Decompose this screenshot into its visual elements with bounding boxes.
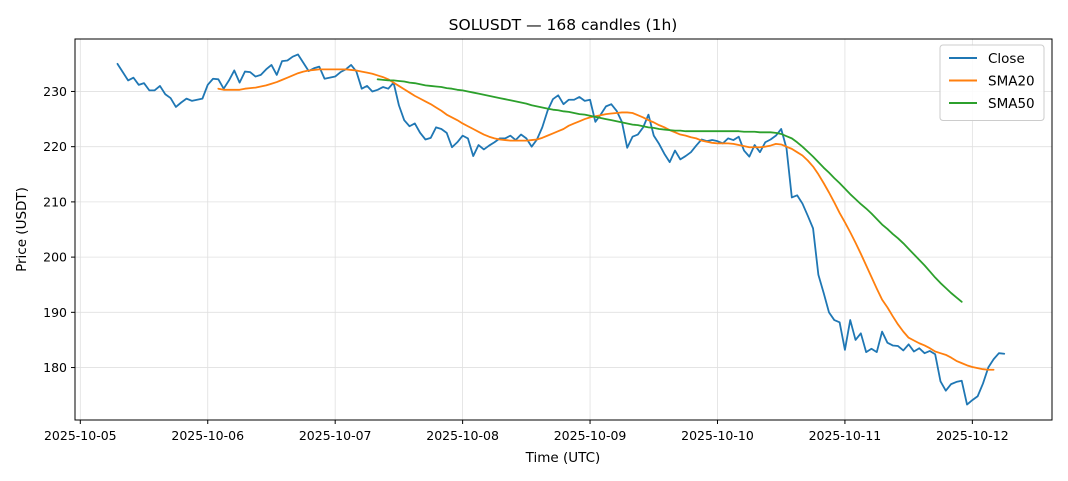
- legend-frame: [939, 44, 1045, 121]
- x-tick-label: 2025-10-05: [44, 428, 117, 443]
- y-axis-label: Price (USDT): [14, 187, 30, 272]
- y-tick-label: 190: [43, 305, 67, 320]
- series-line-sma50: [376, 78, 963, 303]
- plot-lines: [116, 53, 1006, 406]
- y-tick-label: 200: [43, 250, 67, 265]
- x-tick-label: 2025-10-07: [299, 428, 372, 443]
- y-tick-label: 180: [43, 360, 67, 375]
- x-tick-label: 2025-10-12: [936, 428, 1009, 443]
- series-line-sma20: [217, 68, 995, 371]
- x-tick-label: 2025-10-11: [809, 428, 882, 443]
- legend-label-close: Close: [988, 51, 1025, 67]
- y-tick-label: 230: [43, 84, 67, 99]
- chart-title: SOLUSDT — 168 candles (1h): [449, 16, 678, 34]
- y-tick-label: 220: [43, 139, 67, 154]
- x-tick-label: 2025-10-06: [171, 428, 244, 443]
- x-tick-label: 2025-10-10: [681, 428, 754, 443]
- x-tick-label: 2025-10-09: [554, 428, 627, 443]
- x-tick-label: 2025-10-08: [426, 428, 499, 443]
- plot-frame: [74, 38, 1053, 421]
- grid: [75, 39, 1052, 420]
- y-tick-label: 210: [43, 194, 67, 209]
- x-axis-label: Time (UTC): [525, 450, 601, 466]
- legend-label-sma20: SMA20: [988, 74, 1035, 90]
- legend-label-sma50: SMA50: [988, 96, 1035, 112]
- legend: Close SMA20 SMA50: [939, 44, 1045, 121]
- series-line-close: [116, 53, 1006, 406]
- axis-ticks: 2025-10-05 2025-10-06 2025-10-07 2025-10-08…: [43, 84, 1009, 443]
